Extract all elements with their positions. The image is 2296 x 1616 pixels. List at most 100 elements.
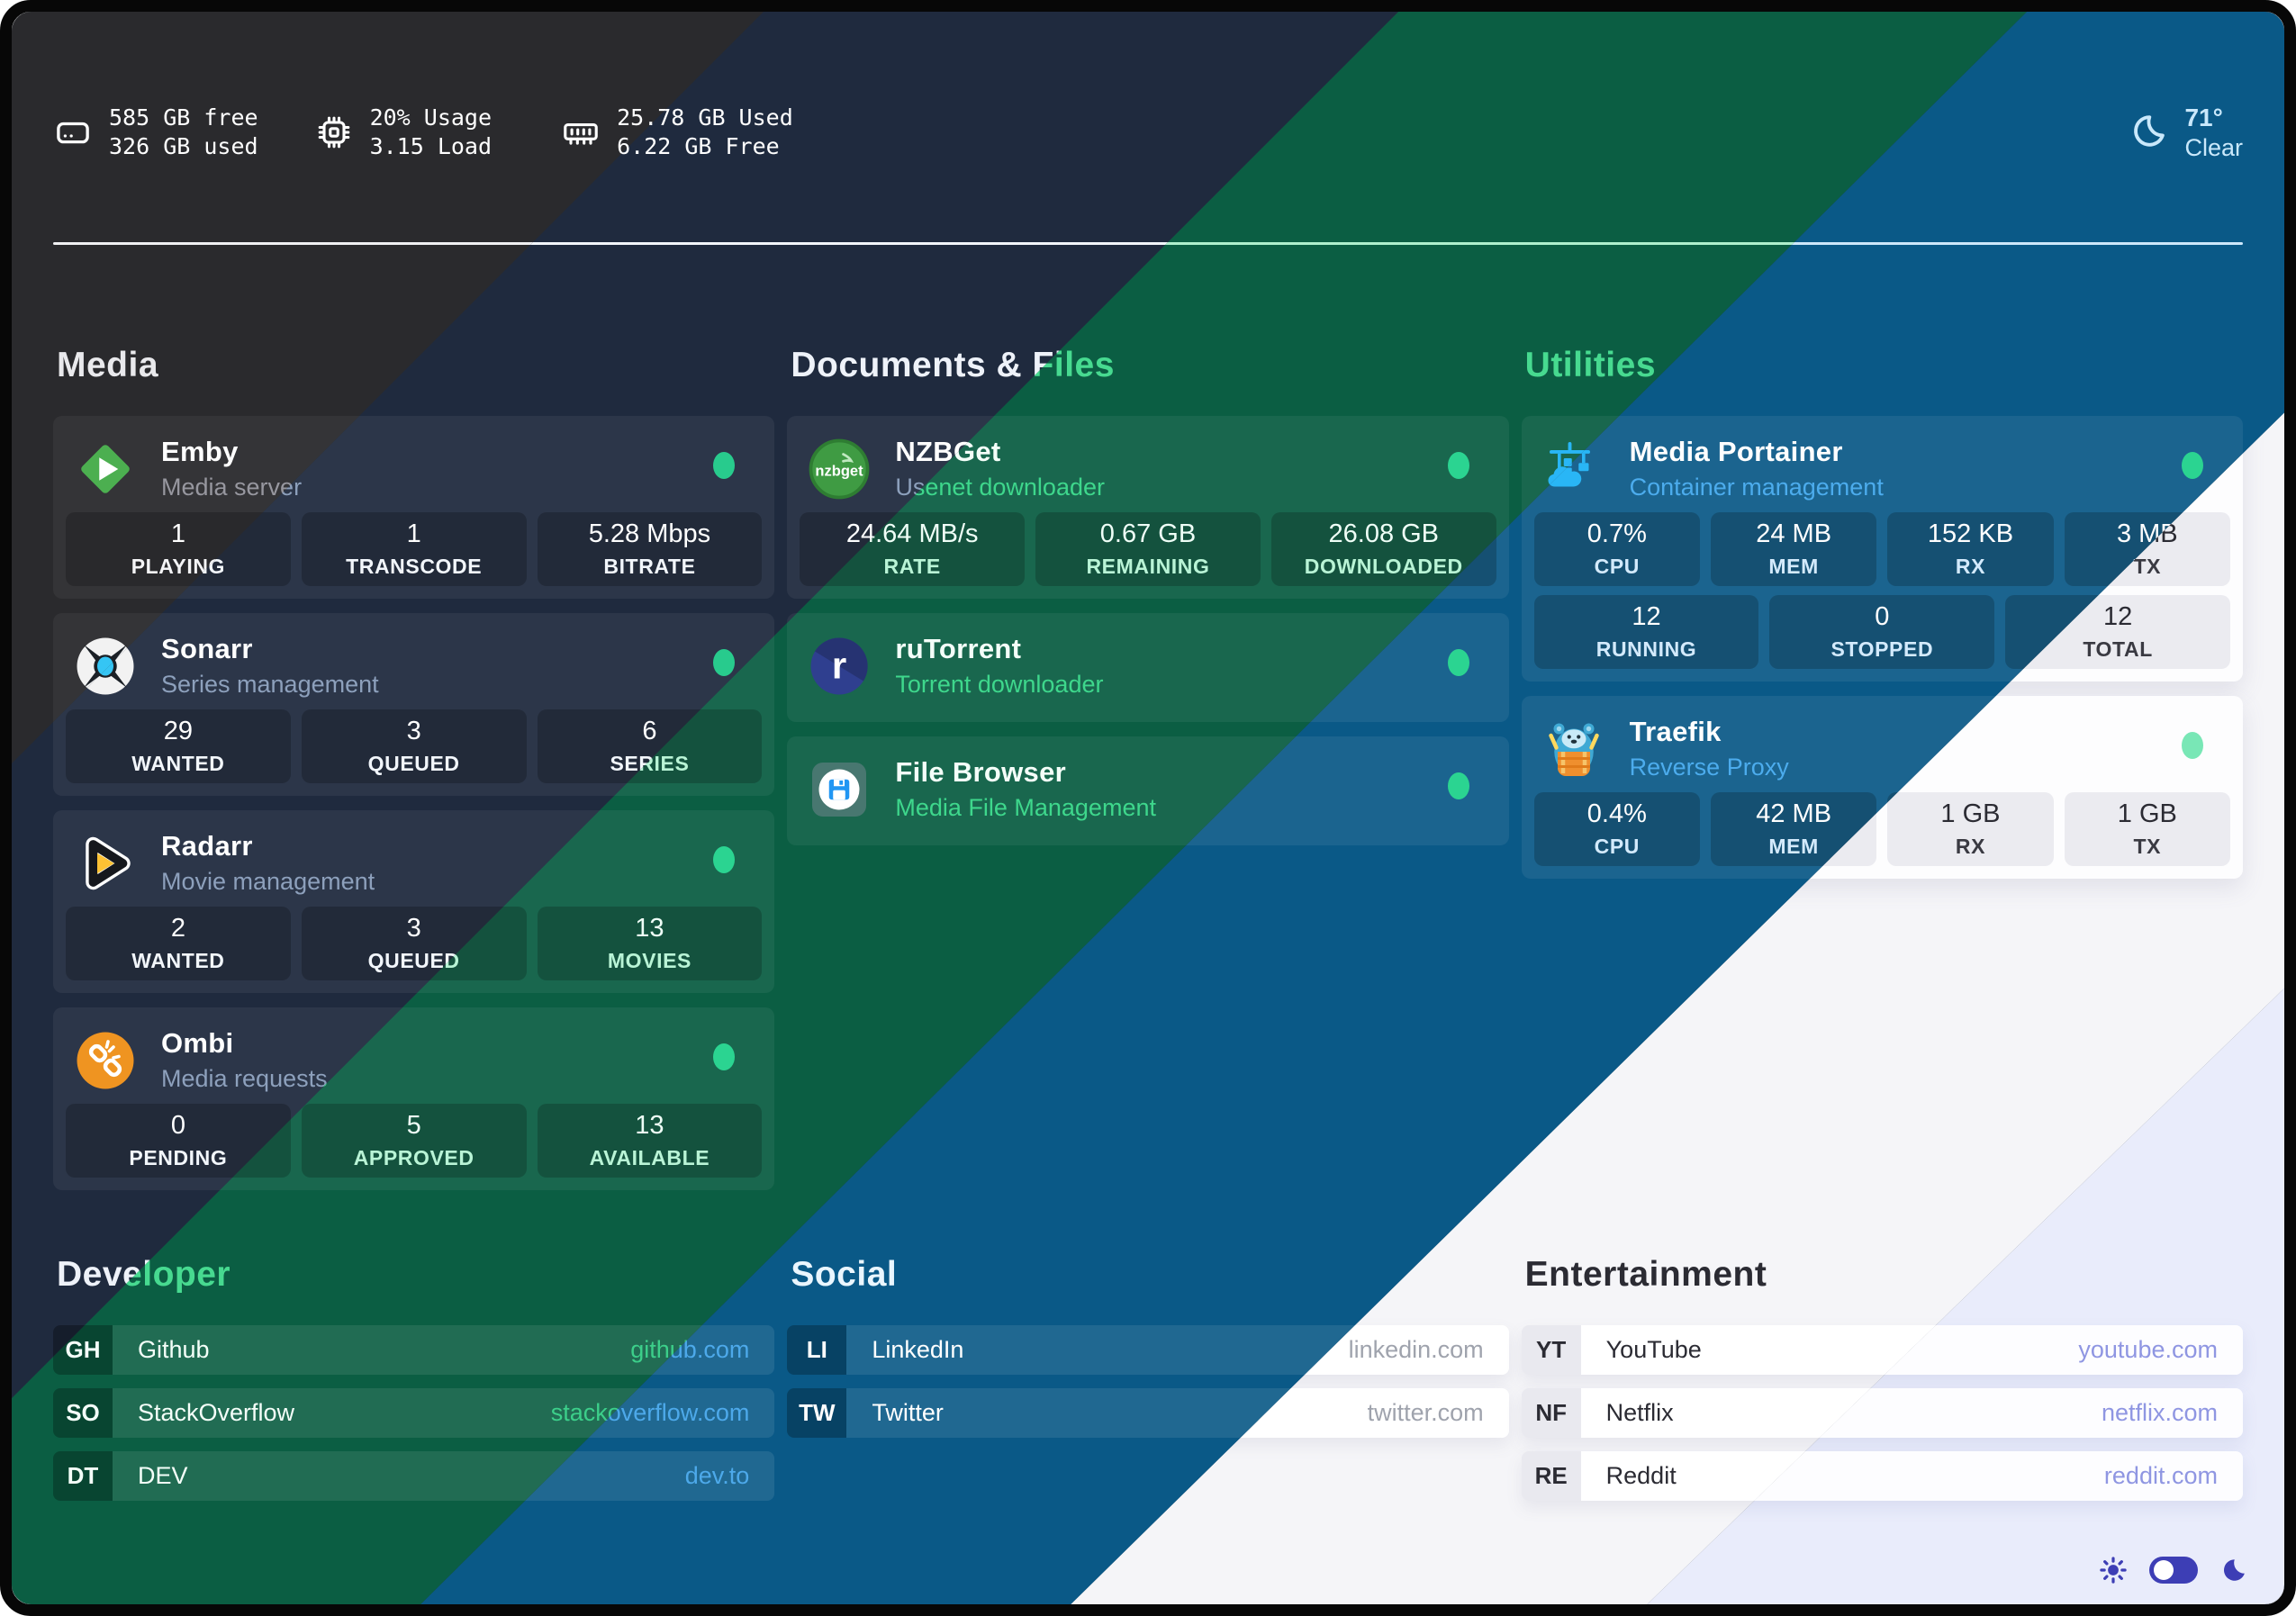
app-card-header: Media Portainer Container management [1534,429,2230,512]
stat-label: CPU [1594,555,1640,578]
bookmark-abbr: YT [1521,1325,1581,1375]
app-card-nzbget[interactable]: nzbget NZBGet Usenet downloader 24.64 MB… [787,416,1509,599]
moon-icon[interactable] [2219,1557,2246,1584]
topbar-divider [53,242,764,245]
app-card-header: File Browser Media File Management [800,749,1496,833]
stat-label: RX [1955,555,1986,578]
traefik-icon [1548,723,1599,776]
stat-value: 1 GB [1940,799,2001,828]
theme-toggle[interactable] [2149,1557,2198,1584]
theme-toggle-knob [2154,1560,2174,1580]
stat-box: 0.4% CPU [1533,792,1700,866]
bookmark-abbr: LI [787,1325,847,1375]
app-card-header: r ruTorrent Torrent downloader [800,626,1496,709]
hard-drive-icon [57,122,89,144]
app-subtitle: Media requests [161,1065,328,1092]
stat-value: 12 [1632,602,1661,631]
moon-outline-icon [2134,115,2165,147]
stat-box: 26.08 GB DOWNLOADED [1270,512,1496,586]
stat-label: CPU [1594,835,1640,858]
bookmark-name: Netflix [1605,1399,1674,1426]
stat-box: 1 GB RX [1887,792,2054,866]
stat-value: 0 [1875,602,1890,631]
stat-label: TOTAL [2083,637,2153,661]
app-card-titles: Sonarr Series management [161,633,379,699]
bookmark-abbr: SO [53,1388,113,1438]
section-header-media: Media [57,346,159,384]
topbar-divider [53,242,1398,245]
ombi-icon [77,1032,134,1088]
bookmark-name: Reddit [1605,1462,1677,1489]
stat-value: 3 [406,914,421,943]
sun-icon[interactable] [2099,1556,2128,1584]
bookmark-name: Github [138,1336,210,1363]
status-dot [1447,452,1469,479]
status-dot [713,452,736,479]
app-subtitle: Media File Management [895,794,1156,821]
stat-label: TRANSCODE [346,555,483,578]
bookmark-name: StackOverflow [138,1399,295,1426]
stat-box: 1 GB TX [2064,792,2230,866]
app-name: Traefik [1629,716,1722,747]
stat-value: 152 KB [1927,519,2014,548]
section-header-developer: Developer [57,1255,231,1294]
stat-label: QUEUED [367,752,460,775]
app-card-header: Radarr Movie management [66,823,762,907]
stat-value: 1 [406,519,421,548]
app-name: Media Portainer [1629,436,1843,467]
bookmark-url: twitter.com [1367,1399,1484,1426]
status-dot [1447,772,1469,799]
status-dot [1447,649,1469,676]
stat-label: TX [2133,835,2162,858]
stat-value: 0 [170,1111,185,1140]
bookmark-url: linkedin.com [1348,1336,1484,1363]
bookmark-abbr: TW [787,1388,847,1438]
stat-value: 13 [635,1111,664,1140]
stat-label: RX [1955,835,1986,858]
bookmark-url: youtube.com [2078,1336,2218,1363]
app-subtitle: Movie management [161,868,375,895]
app-card-header: Emby Media server [66,429,762,512]
app-subtitle: Container management [1629,474,1884,501]
app-card-titles: ruTorrent Torrent downloader [895,633,1103,699]
section-header-social: Social [791,1255,898,1294]
stat-box: 152 KB RX [1887,512,2054,586]
stat-box: 13 MOVIES [537,907,763,980]
stat-box: 0.7% CPU [1533,512,1700,586]
stat-label: DOWNLOADED [1304,555,1463,578]
cpu-icon [318,116,349,149]
stat-label: PENDING [129,1146,228,1169]
stat-label: MOVIES [607,949,692,972]
section-header-entertainment: Entertainment [1524,1255,1767,1294]
stat-box: 0 STOPPED [1769,595,1995,669]
stat-value: 42 MB [1756,799,1832,828]
bookmark-abbr: NF [1521,1388,1581,1438]
weather-widget: 71° Clear [2127,103,2243,162]
stat-box: 5 APPROVED [301,1104,527,1178]
stat-box: 13 AVAILABLE [537,1104,763,1178]
stat-value: 29 [163,717,194,745]
app-name: File Browser [895,756,1066,788]
weather-temp: 71° [2184,104,2223,131]
app-card-header: Traefik Reverse Proxy [1534,709,2230,792]
stat-value: 6 [642,717,657,745]
stat-value: 5.28 Mbps [588,519,711,548]
nzbget-icon: nzbget [809,438,870,499]
app-subtitle: Series management [161,671,379,698]
status-dot [2181,452,2203,479]
stat-value: 3 [406,717,421,745]
stat-value: 13 [635,914,664,943]
status-dot [713,846,736,873]
stat-box: 3 QUEUED [301,709,527,783]
stat-label: RATE [883,555,941,578]
stat-box: 5.28 Mbps BITRATE [537,512,763,586]
stat-value: 12 [2102,602,2133,631]
stat-value: 24 MB [1756,519,1832,548]
stat-box: 29 WANTED [66,709,291,783]
app-subtitle: Media server [161,474,303,501]
stat-label: REMAINING [1086,555,1210,578]
